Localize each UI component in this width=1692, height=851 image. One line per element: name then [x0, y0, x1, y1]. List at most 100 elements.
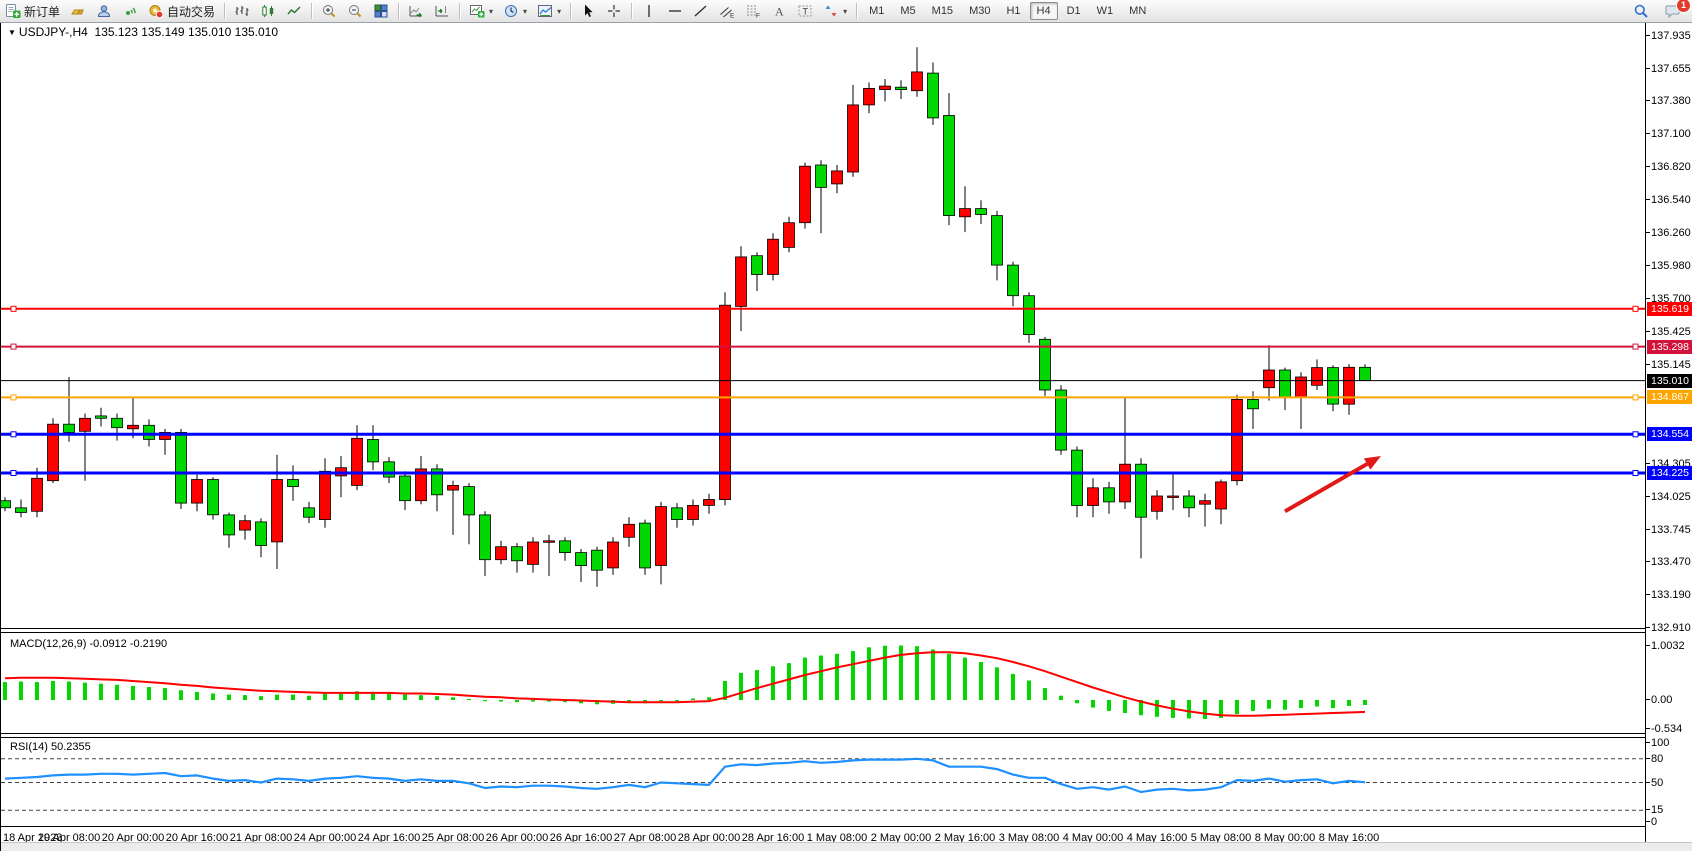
macd-histogram-bar [1043, 688, 1047, 700]
timeframe-h4[interactable]: H4 [1029, 2, 1058, 20]
macd-histogram-bar [739, 672, 743, 700]
crosshair-icon [606, 3, 622, 19]
rsi-label: RSI(14) 50.2355 [10, 741, 91, 753]
macd-histogram-bar [931, 649, 935, 700]
fibonacci-button[interactable]: F [741, 1, 765, 21]
equidistant-channel-icon: E [719, 3, 735, 19]
hline-handle[interactable] [1632, 305, 1639, 312]
zoom-in-button[interactable] [317, 1, 341, 21]
profiles-button[interactable]: ▾ [499, 1, 531, 21]
candle [751, 252, 763, 291]
candle [623, 517, 635, 547]
collapse-triangle-icon[interactable]: ▼ [8, 28, 16, 37]
time-label: 5 May 08:00 [1190, 832, 1252, 844]
candle [847, 84, 859, 177]
candle [1199, 493, 1211, 527]
time-axis[interactable]: 18 Apr 2023 19 Apr 08:00 20 Apr 00:00 20 Ap… [1, 826, 1645, 844]
chat-button[interactable]: 1 [1661, 0, 1691, 21]
candle [191, 474, 203, 512]
horizontal-line-button[interactable] [663, 1, 687, 21]
hline-handle[interactable] [1632, 470, 1639, 476]
chart-shift-icon [434, 3, 450, 19]
macd-histogram-bar [851, 651, 855, 700]
hline-handle[interactable] [10, 305, 17, 312]
timeframe-h1[interactable]: H1 [1006, 5, 1021, 17]
rsi-pane[interactable] [1, 738, 1645, 826]
trendline-button[interactable] [689, 1, 713, 21]
candle [1135, 458, 1147, 559]
candle [1343, 364, 1355, 415]
macd-histogram-bar [515, 700, 519, 703]
hline-handle[interactable] [10, 343, 17, 350]
price-axis[interactable]: 137.935 137.655 137.380 137.100 136.820 136.5… [1645, 22, 1692, 842]
hline-handle[interactable] [10, 394, 17, 401]
auto-trading-button[interactable]: 自动交易 [144, 1, 219, 22]
chart-shift-button[interactable] [430, 1, 454, 21]
hline-handle[interactable] [1632, 431, 1639, 438]
time-label: 25 Apr 08:00 [421, 832, 485, 844]
candle [735, 246, 747, 332]
arrow-annotation[interactable] [1284, 455, 1381, 514]
timeframe-m1[interactable]: M1 [869, 5, 885, 17]
toolbar-buttons: 新订单 自动交易 ▾ ▾ ▾ E F A T ▾ [0, 1, 861, 22]
price-tick: 136.260 [1646, 227, 1691, 240]
candles-chart-button[interactable] [256, 1, 280, 21]
candle [671, 503, 683, 528]
candle [767, 233, 779, 281]
search-icon [1633, 3, 1649, 19]
vertical-line-button[interactable] [637, 1, 661, 21]
macd-histogram-bar [83, 682, 87, 700]
cursor-button[interactable] [576, 1, 600, 21]
macd-pane[interactable] [1, 633, 1645, 733]
macd-histogram-bar [339, 692, 343, 700]
new-order-button[interactable]: 新订单 [1, 1, 64, 22]
timeframe-d1[interactable]: D1 [1066, 5, 1081, 17]
line-chart-button[interactable] [282, 1, 306, 21]
rsi-axis-tick: 50 [1645, 776, 1664, 789]
tile-windows-button[interactable] [369, 1, 393, 21]
timeframe-w1[interactable]: W1 [1096, 5, 1114, 17]
candles-chart-icon [260, 3, 276, 19]
macd-histogram-bar [723, 681, 727, 700]
community-button[interactable] [92, 1, 116, 21]
templates-icon [537, 3, 553, 19]
text-button[interactable]: A [767, 1, 791, 21]
time-label: 19 Apr 08:00 [37, 832, 101, 844]
timeframe-mn[interactable]: MN [1129, 5, 1147, 17]
auto-trading-icon [148, 3, 164, 19]
candle [383, 457, 395, 484]
main-chart-pane[interactable] [1, 22, 1645, 628]
macd-histogram-bar [915, 646, 919, 700]
macd-histogram-bar [803, 657, 807, 700]
candle [559, 537, 571, 561]
price-tick: 135.145 [1646, 358, 1691, 371]
templates-button[interactable]: ▾ [533, 1, 565, 21]
hline-handle[interactable] [10, 431, 17, 438]
gold-button[interactable] [66, 1, 90, 21]
zoom-out-button[interactable] [343, 1, 367, 21]
macd-histogram-bar [403, 694, 407, 700]
equidistant-channel-button[interactable]: E [715, 1, 739, 21]
crosshair-button[interactable] [602, 1, 626, 21]
new-chart-button[interactable]: ▾ [465, 1, 497, 21]
pane-separator-macd[interactable] [1, 628, 1645, 633]
macd-histogram-bar [995, 667, 999, 700]
hline-handle[interactable] [1632, 343, 1639, 350]
hline-handle[interactable] [1632, 394, 1639, 401]
search-button[interactable] [1629, 1, 1653, 21]
arrows-button[interactable]: ▾ [819, 1, 851, 21]
time-label: 28 Apr 16:00 [741, 832, 805, 844]
time-label: 28 Apr 00:00 [677, 832, 741, 844]
auto-scroll-button[interactable] [404, 1, 428, 21]
price-tick: 133.745 [1646, 523, 1691, 536]
macd-label: MACD(12,26,9) -0.0912 -0.2190 [10, 638, 168, 650]
text-label-button[interactable]: T [793, 1, 817, 21]
bars-chart-button[interactable] [230, 1, 254, 21]
signals-button[interactable] [118, 1, 142, 21]
pane-separator-rsi[interactable] [1, 733, 1645, 738]
timeframe-m5[interactable]: M5 [900, 5, 916, 17]
hline-handle[interactable] [10, 470, 17, 476]
macd-histogram-bar [883, 645, 887, 700]
timeframe-m30[interactable]: M30 [969, 5, 991, 17]
timeframe-m15[interactable]: M15 [931, 5, 954, 17]
